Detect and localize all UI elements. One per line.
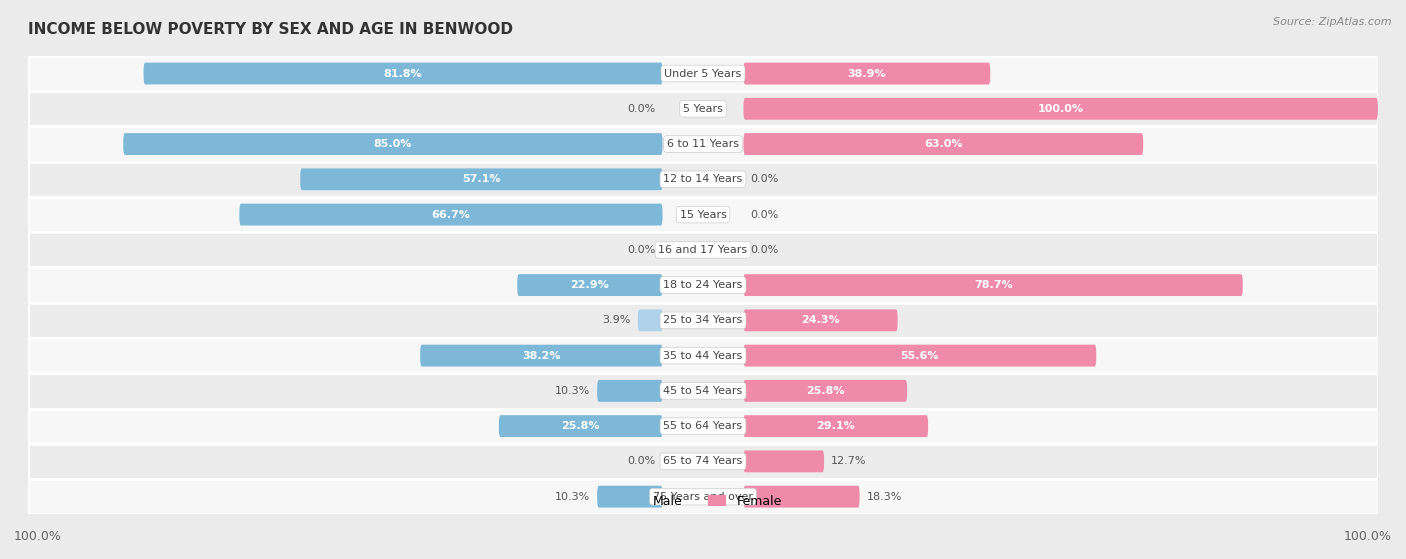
Text: 65 to 74 Years: 65 to 74 Years — [664, 456, 742, 466]
Legend: Male, Female: Male, Female — [619, 490, 787, 513]
FancyBboxPatch shape — [744, 380, 907, 402]
Text: Source: ZipAtlas.com: Source: ZipAtlas.com — [1274, 17, 1392, 27]
Bar — [28, 303, 1378, 338]
Bar — [28, 126, 1378, 162]
Text: 100.0%: 100.0% — [1038, 104, 1084, 114]
FancyBboxPatch shape — [744, 63, 990, 84]
Bar — [28, 373, 1378, 409]
Text: 29.1%: 29.1% — [817, 421, 855, 431]
Text: 24.3%: 24.3% — [801, 315, 839, 325]
Text: 38.9%: 38.9% — [848, 69, 886, 78]
FancyBboxPatch shape — [638, 310, 662, 331]
Text: 15 Years: 15 Years — [679, 210, 727, 220]
Text: 38.2%: 38.2% — [522, 350, 561, 361]
Text: 0.0%: 0.0% — [751, 210, 779, 220]
Text: Under 5 Years: Under 5 Years — [665, 69, 741, 78]
FancyBboxPatch shape — [744, 274, 1243, 296]
Bar — [28, 479, 1378, 514]
Text: 12.7%: 12.7% — [831, 456, 866, 466]
Bar — [28, 338, 1378, 373]
Bar — [28, 56, 1378, 91]
FancyBboxPatch shape — [517, 274, 662, 296]
Text: 16 and 17 Years: 16 and 17 Years — [658, 245, 748, 255]
Text: 22.9%: 22.9% — [571, 280, 609, 290]
FancyBboxPatch shape — [744, 451, 824, 472]
Text: 10.3%: 10.3% — [555, 386, 591, 396]
Bar — [28, 409, 1378, 444]
Text: 85.0%: 85.0% — [374, 139, 412, 149]
Text: 35 to 44 Years: 35 to 44 Years — [664, 350, 742, 361]
Text: 25.8%: 25.8% — [806, 386, 845, 396]
FancyBboxPatch shape — [744, 415, 928, 437]
Text: 18 to 24 Years: 18 to 24 Years — [664, 280, 742, 290]
Text: 55 to 64 Years: 55 to 64 Years — [664, 421, 742, 431]
Text: 63.0%: 63.0% — [924, 139, 963, 149]
Text: 25 to 34 Years: 25 to 34 Years — [664, 315, 742, 325]
Text: 100.0%: 100.0% — [1344, 530, 1392, 543]
Text: 81.8%: 81.8% — [384, 69, 422, 78]
FancyBboxPatch shape — [239, 203, 662, 225]
Text: 78.7%: 78.7% — [974, 280, 1012, 290]
Text: 45 to 54 Years: 45 to 54 Years — [664, 386, 742, 396]
Bar — [28, 267, 1378, 303]
Text: 57.1%: 57.1% — [463, 174, 501, 184]
Text: 66.7%: 66.7% — [432, 210, 471, 220]
Text: 0.0%: 0.0% — [751, 174, 779, 184]
Text: 55.6%: 55.6% — [901, 350, 939, 361]
FancyBboxPatch shape — [744, 98, 1378, 120]
Text: 0.0%: 0.0% — [627, 104, 655, 114]
Text: 75 Years and over: 75 Years and over — [652, 492, 754, 501]
Bar — [28, 232, 1378, 267]
FancyBboxPatch shape — [744, 486, 859, 508]
Text: INCOME BELOW POVERTY BY SEX AND AGE IN BENWOOD: INCOME BELOW POVERTY BY SEX AND AGE IN B… — [28, 22, 513, 37]
Text: 12 to 14 Years: 12 to 14 Years — [664, 174, 742, 184]
Text: 0.0%: 0.0% — [751, 245, 779, 255]
Text: 3.9%: 3.9% — [603, 315, 631, 325]
Bar — [28, 197, 1378, 232]
FancyBboxPatch shape — [124, 133, 662, 155]
FancyBboxPatch shape — [143, 63, 662, 84]
FancyBboxPatch shape — [598, 380, 662, 402]
Text: 10.3%: 10.3% — [555, 492, 591, 501]
Bar — [28, 444, 1378, 479]
Text: 0.0%: 0.0% — [627, 245, 655, 255]
Bar — [28, 162, 1378, 197]
Text: 18.3%: 18.3% — [866, 492, 901, 501]
Bar — [28, 91, 1378, 126]
Text: 100.0%: 100.0% — [14, 530, 62, 543]
Text: 6 to 11 Years: 6 to 11 Years — [666, 139, 740, 149]
Text: 25.8%: 25.8% — [561, 421, 600, 431]
FancyBboxPatch shape — [598, 486, 662, 508]
FancyBboxPatch shape — [744, 310, 897, 331]
Text: 5 Years: 5 Years — [683, 104, 723, 114]
FancyBboxPatch shape — [301, 168, 662, 190]
Text: 0.0%: 0.0% — [627, 456, 655, 466]
FancyBboxPatch shape — [744, 345, 1097, 367]
FancyBboxPatch shape — [499, 415, 662, 437]
FancyBboxPatch shape — [744, 133, 1143, 155]
FancyBboxPatch shape — [420, 345, 662, 367]
